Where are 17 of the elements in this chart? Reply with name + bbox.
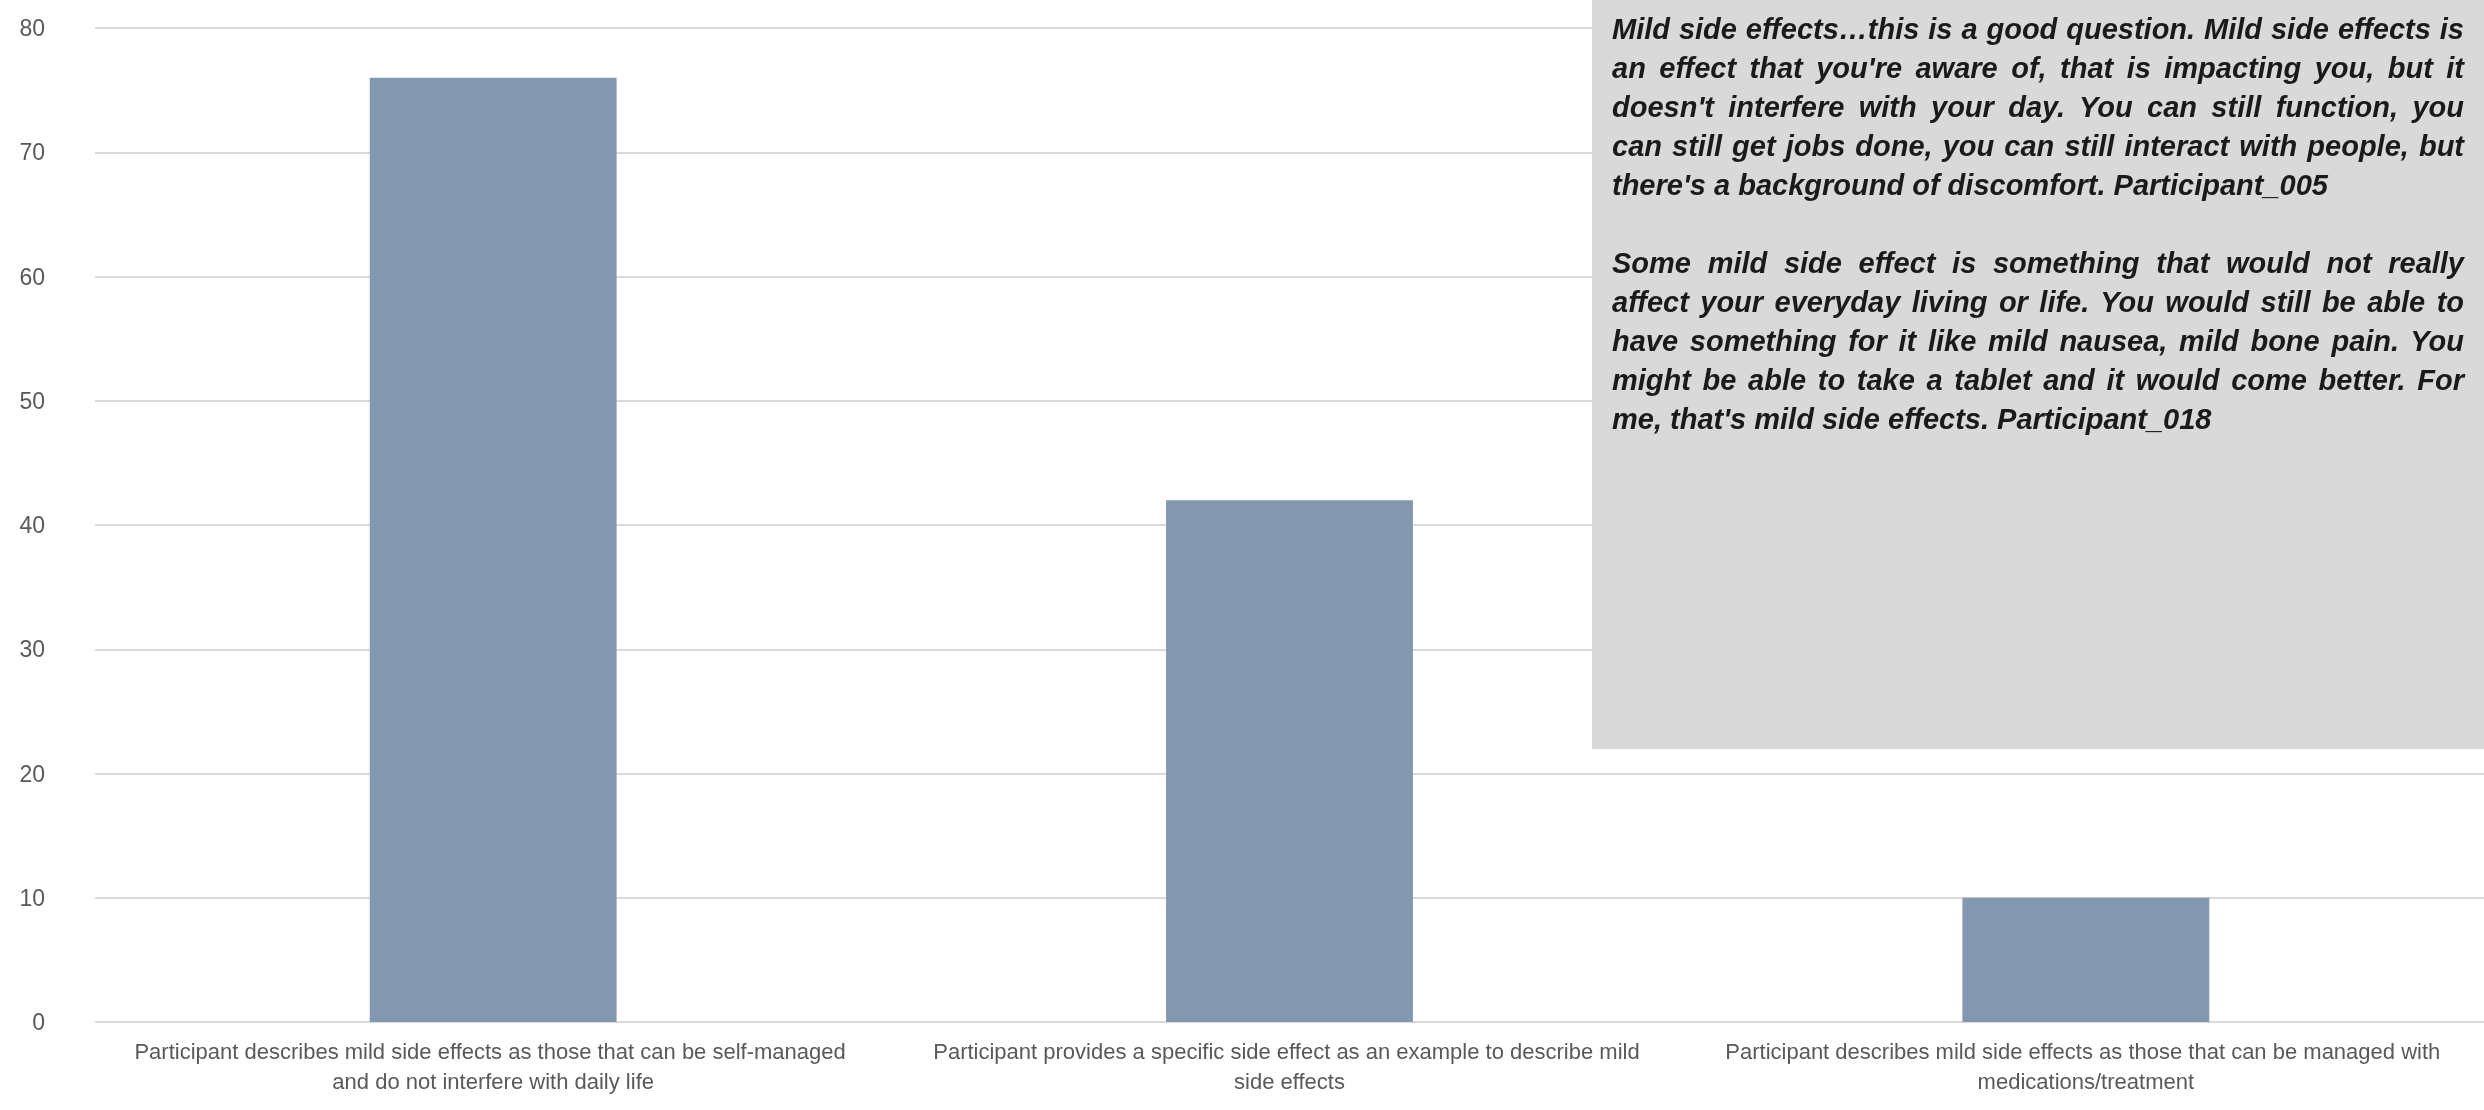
- y-tick-label: 20: [19, 760, 45, 787]
- y-tick-label: 30: [19, 636, 45, 663]
- y-tick-label: 0: [32, 1009, 45, 1035]
- y-tick-label: 10: [19, 884, 45, 911]
- y-tick-label: 60: [19, 263, 45, 290]
- y-tick-label: 80: [19, 15, 45, 41]
- annotation: Mild side effects…this is a good question. Mild side effects is an effect that you're aware of, that is impacting you, but it doesn't interfere with your day. You can still function, you can still get jobs done, you can still interact with people, but there's a background of discomfort. Participant_005: [1612, 12, 2464, 203]
- annotation: Some mild side effect is something that would not really affect your everyday living or life. You would still be able to have something for it like mild nausea, mild bone pain. You might be able to take a tablet and it would come better. For me, that's mild side effects. Participant_018: [1612, 246, 2464, 437]
- bar: [369, 77, 617, 1022]
- y-tick-label: 70: [19, 139, 45, 166]
- y-tick-label: 40: [19, 512, 45, 538]
- x-tick-label: Participant describes mild side effects as those that can be self-managed and do not interfere with daily life: [134, 1038, 852, 1094]
- y-tick-label: 50: [19, 387, 45, 414]
- bar: [1166, 500, 1413, 1022]
- x-tick-label: Participant describes mild side effects as those that can be managed with medications/treatment: [1725, 1038, 2447, 1094]
- x-tick-label: Participant provides a specific side effect as an example to describe mild side effects: [933, 1038, 1646, 1094]
- bar: [1962, 897, 2210, 1022]
